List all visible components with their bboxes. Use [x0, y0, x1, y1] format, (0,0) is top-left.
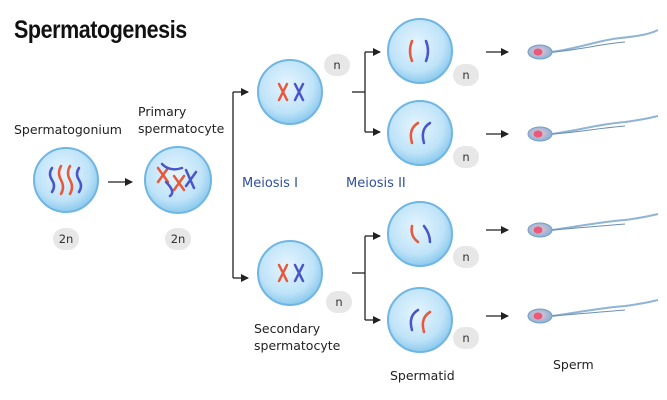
ploidy-secondary-bottom: n: [326, 291, 352, 313]
ploidy-secondary-top: n: [324, 54, 350, 76]
diagram-title: Spermatogenesis: [14, 16, 187, 44]
bracket-meiosis1: [232, 88, 249, 282]
ploidy-spermatid-3: n: [453, 246, 479, 268]
sperm-2: [527, 115, 659, 142]
ploidy-spermatogonium: 2n: [53, 228, 79, 250]
label-primary-line1: Primary: [138, 104, 187, 119]
cell-spermatid-3: [387, 201, 453, 267]
sperm-1: [527, 29, 659, 60]
cell-spermatid-2: [387, 100, 453, 166]
arrows-to-sperm: [486, 48, 509, 320]
cell-secondary-top: [257, 59, 323, 125]
bracket-meiosis2-top: [352, 48, 381, 136]
label-sperm: Sperm: [553, 357, 594, 372]
ploidy-spermatid-4: n: [453, 327, 479, 349]
cell-secondary-bottom: [257, 240, 323, 306]
bracket-meiosis2-bottom: [352, 232, 381, 324]
cell-primary-spermatocyte: [144, 146, 212, 214]
label-meiosis-2: Meiosis II: [346, 176, 406, 191]
cell-spermatogonium: [33, 147, 99, 213]
label-spermatid: Spermatid: [390, 368, 455, 383]
cell-spermatid-1: [387, 18, 453, 84]
sperm-3: [527, 213, 659, 238]
ploidy-spermatid-2: n: [453, 146, 479, 168]
ploidy-spermatid-1: n: [453, 64, 479, 86]
label-primary-line2: spermatocyte: [138, 121, 225, 136]
cell-spermatid-4: [387, 287, 453, 353]
label-secondary-line2: spermatocyte: [254, 338, 341, 353]
label-meiosis-1: Meiosis I: [242, 176, 298, 191]
ploidy-primary: 2n: [165, 228, 191, 250]
label-spermatogonium: Spermatogonium: [14, 122, 122, 137]
label-secondary-line1: Secondary: [254, 321, 321, 336]
sperm-4: [527, 299, 659, 324]
